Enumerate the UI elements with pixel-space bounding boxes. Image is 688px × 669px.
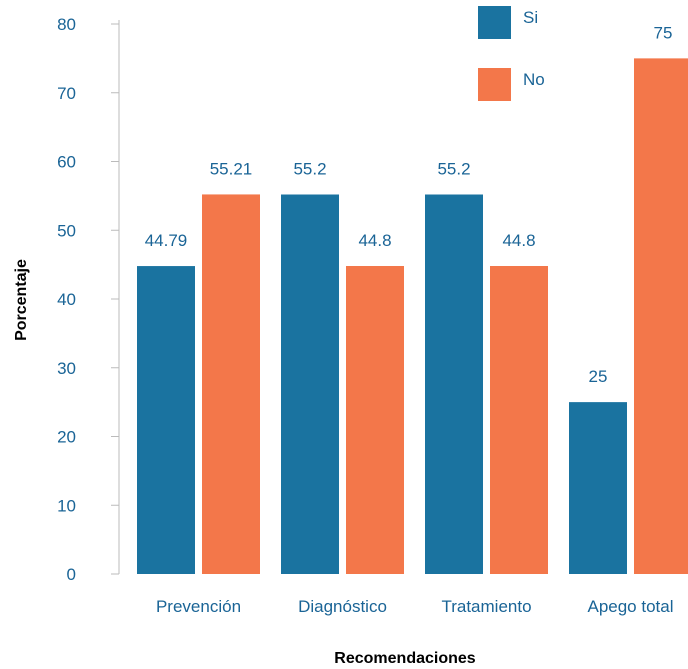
category-label: Tratamiento [441,597,531,616]
data-label: 75 [654,23,673,42]
category-labels: Prevención Diagnóstico Tratamiento Apego to… [156,597,674,616]
category-label: Prevención [156,597,241,616]
legend: Si No [478,6,545,101]
y-tick-label: 20 [57,428,76,447]
data-label: 25 [589,367,608,386]
data-label: 55.2 [293,160,326,179]
y-tick-label: 10 [57,496,76,515]
bars [137,58,688,574]
bar-no-3 [634,58,688,574]
x-axis-title: Recomendaciones [334,650,475,667]
category-label: Apego total [587,597,673,616]
y-tick-label: 80 [57,15,76,34]
bar-no-1 [346,266,404,574]
bar-no-2 [490,266,548,574]
category-label: Diagnóstico [298,597,387,616]
bar-si-1 [281,194,339,574]
data-label: 44.79 [145,231,188,250]
legend-swatch-si [478,6,511,39]
y-tick-label: 30 [57,359,76,378]
data-label: 44.8 [358,231,391,250]
legend-label: No [523,70,545,89]
y-tick-label: 0 [67,565,76,584]
data-labels: 44.79 55.21 55.2 44.8 55.2 44.8 25 75 [145,23,673,386]
data-label: 55.2 [437,160,470,179]
bar-si-2 [425,194,483,574]
y-tick-label: 60 [57,153,76,172]
legend-label: Si [523,8,538,27]
y-tick-labels: 0 10 20 30 40 50 60 70 80 [57,15,119,584]
y-tick-label: 50 [57,221,76,240]
legend-swatch-no [478,68,511,101]
y-axis-title: Porcentaje [13,259,30,341]
bar-si-0 [137,266,195,574]
bar-si-3 [569,402,627,574]
y-tick-label: 40 [57,290,76,309]
data-label: 55.21 [210,159,253,178]
y-tick-label: 70 [57,84,76,103]
bar-no-0 [202,194,260,574]
data-label: 44.8 [502,231,535,250]
